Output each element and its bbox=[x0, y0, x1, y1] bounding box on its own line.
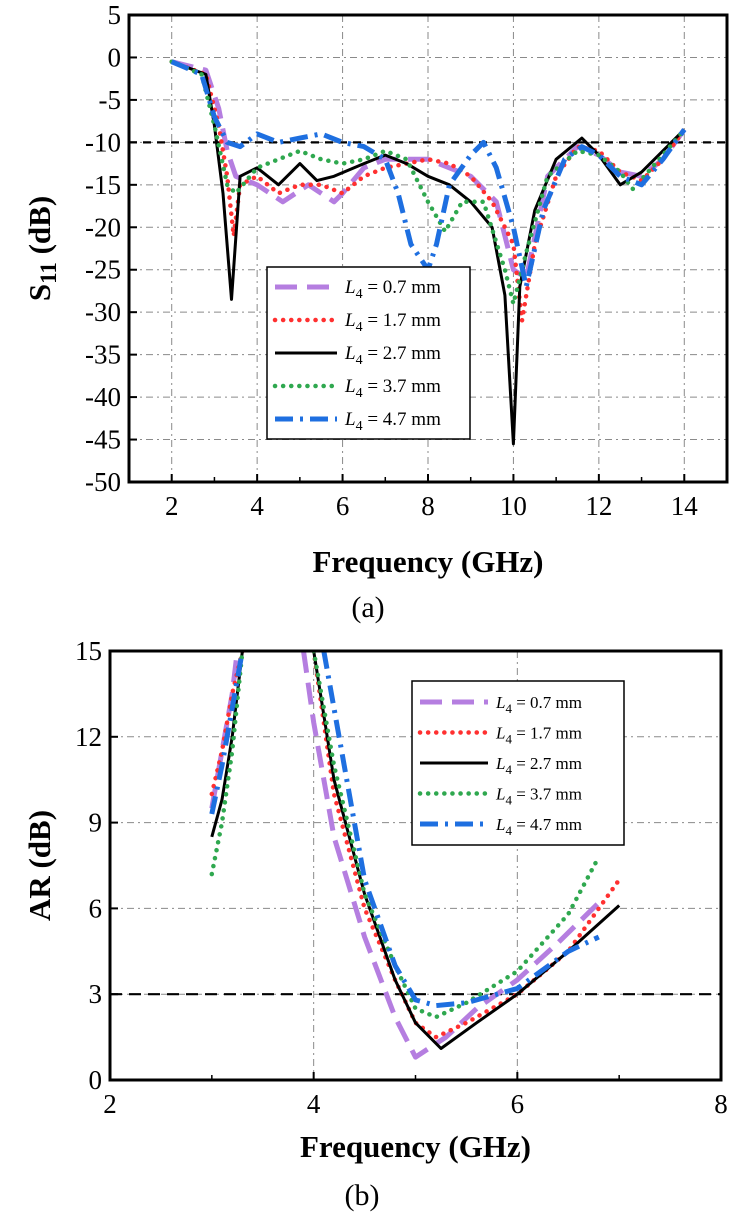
panel-b-y-tick-label: 15 bbox=[75, 636, 102, 666]
panel-b-y-tick-label: 0 bbox=[89, 1065, 103, 1095]
panel-a-y-tick-label: -30 bbox=[85, 297, 121, 327]
panel-b-legend-label: L4 = 3.7 mm bbox=[495, 785, 582, 808]
panel-b-series-l4-4p7-mm bbox=[209, 651, 600, 1009]
panel-a-y-tick-label: -40 bbox=[85, 382, 121, 412]
panel-b-y-tick-label: 12 bbox=[75, 722, 102, 752]
panel-a-s11-chart: 2 4 6 8 10 12 14 5 0 -5 -10 -15 -20 -25 -30 -35 -40 -45 -5… bbox=[22, 0, 729, 624]
panel-b-x-axis-title: Frequency (GHz) bbox=[300, 1129, 531, 1164]
panel-a-y-tick-label: -50 bbox=[85, 467, 121, 497]
panel-b-y-tick-label: 6 bbox=[89, 893, 103, 923]
panel-b-legend-label: L4 = 4.7 mm bbox=[495, 815, 582, 838]
panel-a-series-l4-4p7-mm bbox=[170, 59, 687, 290]
panel-a-y-tick-label: 0 bbox=[108, 42, 122, 72]
panel-a-caption: (a) bbox=[351, 591, 384, 624]
panel-b-x-tick-label: 8 bbox=[714, 1089, 728, 1119]
panel-a-y-tick-label: -25 bbox=[85, 255, 121, 285]
panel-a-y-axis-title-unit: (dB) bbox=[22, 196, 57, 262]
panel-a-legend: L4 = 0.7 mm L4 = 1.7 mm L4 = 2.7 mm L4 = 3.… bbox=[266, 266, 471, 440]
panel-a-y-tick-label: -20 bbox=[85, 212, 121, 242]
panel-a-y-tick-label: 5 bbox=[108, 0, 122, 30]
panel-a-series-group bbox=[169, 59, 687, 446]
panel-a-y-tick-label: -5 bbox=[99, 85, 122, 115]
panel-b-y-tick-label: 3 bbox=[89, 979, 103, 1009]
panel-a-y-tick-label: -15 bbox=[85, 170, 121, 200]
panel-a-series-l4-2p7-mm bbox=[171, 60, 686, 446]
panel-a-legend-label: L4 = 3.7 mm bbox=[344, 376, 441, 401]
panel-b-y-tick-label: 9 bbox=[89, 808, 103, 838]
panel-a-y-axis-title: S11 (dB) bbox=[22, 196, 61, 301]
panel-b-x-tick-label: 4 bbox=[307, 1089, 321, 1119]
panel-b-series-l4-1p7-mm bbox=[209, 651, 622, 1040]
panel-b-ticks: 2 4 6 8 0 3 6 9 12 15 bbox=[75, 636, 728, 1119]
panel-b-series-group bbox=[209, 651, 622, 1060]
panel-a-legend-label: L4 = 1.7 mm bbox=[344, 310, 441, 335]
panel-b-series-l4-0p7-mm bbox=[209, 651, 601, 1060]
panel-b-x-tick-label: 6 bbox=[511, 1089, 525, 1119]
panel-a-legend-label: L4 = 0.7 mm bbox=[344, 277, 441, 302]
panel-a-x-tick-label: 12 bbox=[585, 491, 612, 521]
panel-a-x-tick-label: 8 bbox=[421, 491, 435, 521]
panel-a-grid bbox=[129, 15, 727, 482]
panel-a-x-tick-label: 6 bbox=[336, 491, 350, 521]
panel-a-ticks: 2 4 6 8 10 12 14 5 0 -5 -10 -15 -20 -25 -30 -35 -40 -45 -5… bbox=[85, 0, 698, 521]
panel-b-legend: L4 = 0.7 mm L4 = 1.7 mm L4 = 2.7 mm L4 = 3.… bbox=[411, 680, 625, 846]
panel-a-x-tick-label: 14 bbox=[671, 491, 699, 521]
panel-a-y-axis-title-subscript: 11 bbox=[36, 262, 61, 284]
panel-a-y-axis-title-main: S bbox=[22, 284, 57, 301]
panel-b-legend-label: L4 = 2.7 mm bbox=[495, 754, 582, 777]
panel-b-y-axis-title: AR (dB) bbox=[22, 810, 57, 921]
panel-a-y-tick-label: -45 bbox=[85, 425, 121, 455]
panel-a-x-tick-label: 2 bbox=[165, 491, 179, 521]
panel-a-x-tick-label: 4 bbox=[250, 491, 264, 521]
panel-b-caption: (b) bbox=[345, 1179, 380, 1212]
panel-b-series-l4-3p7-mm bbox=[209, 651, 602, 1020]
panel-a-x-axis-title: Frequency (GHz) bbox=[312, 544, 543, 579]
panel-a-legend-label: L4 = 2.7 mm bbox=[344, 343, 441, 368]
panel-a-y-tick-label: -35 bbox=[85, 340, 121, 370]
panel-b-legend-label: L4 = 1.7 mm bbox=[495, 724, 582, 747]
panel-a-y-tick-label: -10 bbox=[85, 127, 121, 157]
panel-b-legend-label: L4 = 0.7 mm bbox=[495, 693, 582, 716]
panel-a-x-tick-label: 10 bbox=[500, 491, 527, 521]
panel-a-legend-label: L4 = 4.7 mm bbox=[344, 409, 441, 434]
panel-b-x-tick-label: 2 bbox=[103, 1089, 117, 1119]
